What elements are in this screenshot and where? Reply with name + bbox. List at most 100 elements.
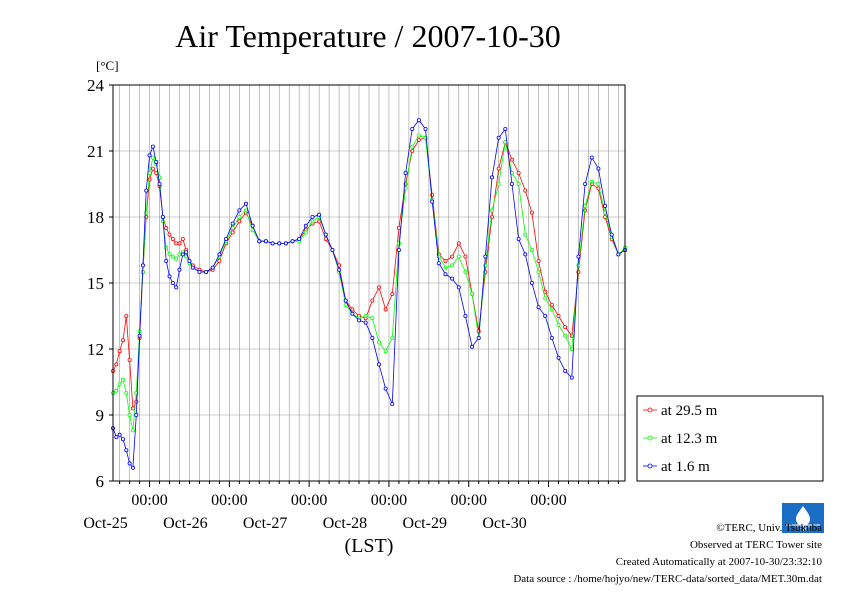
data-point	[190, 265, 195, 270]
data-point	[410, 144, 415, 149]
data-point	[177, 252, 182, 257]
data-point	[556, 313, 561, 318]
data-point	[150, 166, 155, 171]
data-point	[343, 298, 348, 303]
data-point	[217, 258, 222, 263]
data-point	[396, 241, 401, 246]
data-point	[160, 214, 165, 219]
data-point	[120, 338, 125, 343]
data-point	[310, 214, 315, 219]
legend: at 29.5 m at 12.3 m at 1.6 m	[636, 395, 824, 482]
x-tick-time-label: 00:00	[291, 492, 327, 509]
data-point	[529, 280, 534, 285]
legend-label: at 29.5 m	[661, 403, 718, 419]
data-point	[147, 177, 152, 182]
data-point	[174, 256, 179, 261]
data-point	[496, 166, 501, 171]
data-point	[170, 236, 175, 241]
data-point	[516, 181, 521, 186]
data-point	[210, 265, 215, 270]
data-point	[150, 155, 155, 160]
data-point	[290, 239, 295, 244]
x-tick-date-label: Oct-26	[163, 515, 207, 532]
data-point	[120, 437, 125, 442]
data-point	[450, 254, 455, 259]
data-point	[423, 127, 428, 132]
data-point	[496, 181, 501, 186]
x-tick-date-label: Oct-28	[323, 515, 367, 532]
data-point	[376, 285, 381, 290]
data-point	[450, 263, 455, 268]
data-point	[476, 335, 481, 340]
data-point	[556, 355, 561, 360]
data-point	[243, 208, 248, 213]
data-point	[237, 214, 242, 219]
series-line	[112, 119, 626, 469]
series-2	[111, 118, 628, 470]
data-point	[167, 232, 172, 237]
data-point	[230, 230, 235, 235]
data-point	[144, 188, 149, 193]
data-point	[483, 254, 488, 259]
data-point	[317, 212, 322, 217]
data-point	[390, 335, 395, 340]
data-point	[250, 223, 255, 228]
terc-logo: TERC	[782, 503, 824, 533]
x-tick-time-label: 00:00	[451, 492, 487, 509]
data-point	[150, 144, 155, 149]
legend-label: at 1.6 m	[661, 459, 710, 475]
data-point	[120, 377, 125, 382]
data-point	[177, 267, 182, 272]
x-tick-date-label: Oct-25	[83, 515, 127, 532]
data-point	[430, 199, 435, 204]
x-axis-label: (LST)	[345, 535, 394, 557]
data-point	[456, 241, 461, 246]
data-point	[154, 159, 159, 164]
data-point	[164, 258, 169, 263]
data-point	[363, 320, 368, 325]
data-point	[337, 267, 342, 272]
data-point	[583, 181, 588, 186]
data-point	[490, 208, 495, 213]
data-point	[516, 236, 521, 241]
data-point	[167, 252, 172, 257]
data-point	[556, 322, 561, 327]
data-point	[323, 232, 328, 237]
data-point	[383, 307, 388, 312]
data-point	[383, 386, 388, 391]
data-point	[569, 375, 574, 380]
data-point	[370, 335, 375, 340]
created-text: Created Automatically at 2007-10-30/23:3…	[615, 556, 822, 568]
data-point	[549, 307, 554, 312]
data-point	[204, 269, 209, 274]
data-point	[257, 239, 262, 244]
data-point	[516, 170, 521, 175]
data-point	[297, 236, 302, 241]
data-point	[134, 412, 139, 417]
data-point	[390, 401, 395, 406]
data-point	[370, 298, 375, 303]
data-point	[523, 252, 528, 257]
data-point	[124, 313, 129, 318]
data-point	[117, 349, 122, 354]
legend-marker	[647, 463, 653, 469]
data-point	[237, 208, 242, 213]
data-point	[456, 254, 461, 259]
data-point	[237, 219, 242, 224]
data-point	[350, 311, 355, 316]
data-point	[127, 461, 132, 466]
data-point	[197, 269, 202, 274]
y-axis-unit-label: [°C]	[96, 58, 119, 73]
data-point	[130, 428, 135, 433]
y-tick-label: 9	[96, 406, 105, 425]
data-point	[470, 344, 475, 349]
data-point	[170, 280, 175, 285]
data-point	[529, 210, 534, 215]
data-point	[416, 118, 421, 123]
data-point	[114, 362, 119, 367]
data-point	[283, 241, 288, 246]
y-tick-label: 24	[87, 76, 105, 95]
data-point	[376, 362, 381, 367]
data-point	[174, 241, 179, 246]
data-point	[436, 261, 441, 266]
